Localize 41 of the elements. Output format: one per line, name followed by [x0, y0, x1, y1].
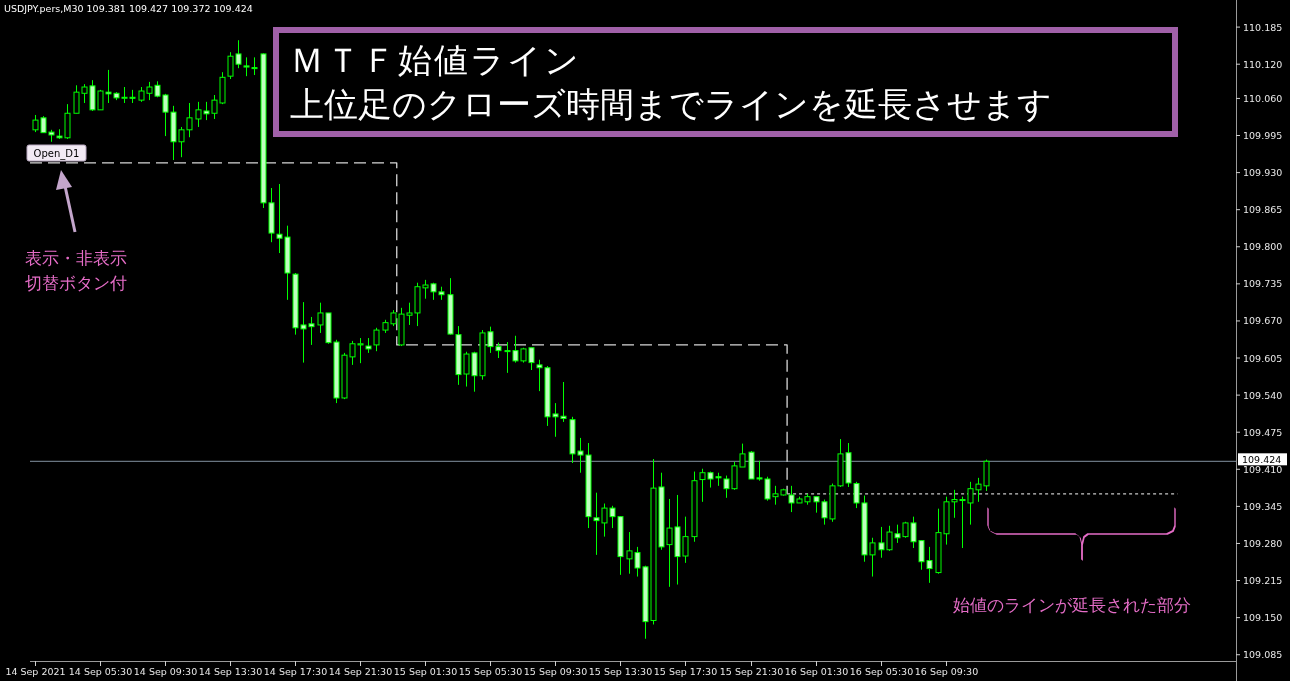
x-tick-label: 16 Sep 01:30 — [784, 666, 849, 677]
annotation: 表示・非表示 — [25, 248, 127, 268]
x-tick-label: 14 Sep 17:30 — [263, 666, 328, 677]
x-tick-label: 14 Sep 13:30 — [198, 666, 263, 677]
ref-line-label: 109.424 — [1242, 454, 1282, 466]
x-tick-label: 15 Sep 21:30 — [719, 666, 784, 677]
x-tick-label: 16 Sep 09:30 — [914, 666, 979, 677]
y-tick-label: 110.185 — [1243, 21, 1283, 33]
x-tick-label: 16 Sep 05:30 — [849, 666, 914, 677]
x-tick-label: 14 Sep 2021 — [5, 666, 66, 677]
annotation: 始値のラインが延長された部分 — [953, 595, 1191, 615]
y-tick-label: 109.475 — [1243, 426, 1283, 438]
y-tick-label: 109.605 — [1243, 352, 1283, 364]
y-tick-label: 109.800 — [1243, 241, 1283, 253]
annotation: Open_D1 — [33, 148, 80, 160]
y-tick-label: 109.280 — [1243, 537, 1283, 549]
y-tick-label: 109.345 — [1243, 500, 1283, 512]
x-tick-label: 15 Sep 17:30 — [653, 666, 718, 677]
x-tick-label: 15 Sep 09:30 — [523, 666, 588, 677]
y-tick-label: 109.930 — [1243, 167, 1283, 179]
annotation: USDJPY.pers,M30 109.381 109.427 109.372 109.424 — [4, 3, 253, 14]
y-tick-label: 109.995 — [1243, 130, 1283, 142]
y-tick-label: 109.735 — [1243, 278, 1283, 290]
x-tick-label: 15 Sep 13:30 — [588, 666, 653, 677]
text: 上位足のクローズ時間までラインを延長させます — [290, 84, 1052, 124]
x-tick-label: 15 Sep 01:30 — [393, 666, 458, 677]
x-tick-label: 14 Sep 05:30 — [68, 666, 133, 677]
y-tick-label: 109.085 — [1243, 649, 1283, 661]
y-tick-label: 109.540 — [1243, 389, 1283, 401]
y-tick-label: 109.150 — [1243, 612, 1283, 624]
annotation: 切替ボタン付 — [25, 273, 127, 293]
y-tick-label: 109.215 — [1243, 575, 1283, 587]
y-tick-label: 110.120 — [1243, 58, 1283, 70]
y-tick-label: 110.060 — [1243, 92, 1283, 104]
y-tick-label: 109.670 — [1243, 315, 1283, 327]
y-tick-label: 109.410 — [1243, 463, 1283, 475]
x-tick-label: 15 Sep 05:30 — [458, 666, 523, 677]
x-tick-label: 14 Sep 21:30 — [328, 666, 393, 677]
x-tick-label: 14 Sep 09:30 — [133, 666, 198, 677]
text: ＭＴＦ始値ライン — [290, 40, 581, 80]
y-tick-label: 109.865 — [1243, 204, 1283, 216]
